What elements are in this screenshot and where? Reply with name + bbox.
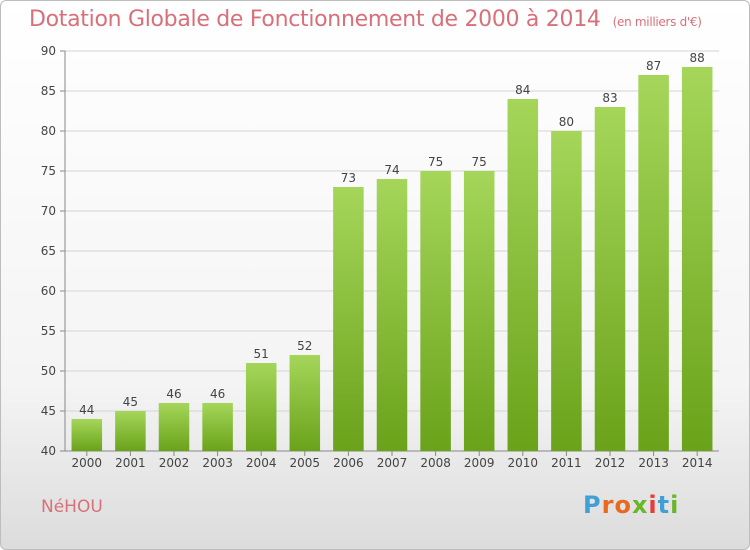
data-labels: 44 45 46 46 51 52 73 74 75 75 84 80 83 87 88: [79, 51, 705, 417]
y-tick-label: 70: [41, 204, 56, 218]
data-label: 84: [515, 83, 530, 97]
bar-2007: [376, 179, 408, 451]
logo-letter: t: [657, 491, 671, 519]
x-tick-label: 2009: [464, 456, 495, 470]
x-tick-label: 2003: [202, 456, 233, 470]
bar-2010: [507, 99, 539, 451]
bars: [71, 67, 713, 451]
logo-letter: o: [614, 491, 632, 519]
y-tick-label: 55: [41, 324, 56, 338]
data-label: 74: [384, 163, 399, 177]
data-label: 83: [602, 91, 617, 105]
bar-2002: [158, 403, 190, 451]
place-name: NéHOU: [41, 497, 103, 517]
data-label: 80: [559, 115, 574, 129]
data-label: 46: [210, 387, 225, 401]
y-tick-label: 85: [41, 84, 56, 98]
bar-2009: [463, 171, 495, 451]
y-tick-label: 40: [41, 444, 56, 458]
data-label: 45: [123, 395, 138, 409]
data-label: 44: [79, 403, 94, 417]
x-tick-label: 2006: [333, 456, 364, 470]
x-tick-labels: 2000 2001 2002 2003 2004 2005 2006 2007 2008 2009…: [72, 456, 713, 470]
bar-2014: [681, 67, 713, 451]
logo-letter: i: [648, 491, 658, 519]
data-label: 87: [646, 59, 661, 73]
y-tick-label: 45: [41, 404, 56, 418]
data-label: 75: [428, 155, 443, 169]
bar-2004: [245, 363, 277, 451]
x-tick-label: 2014: [682, 456, 713, 470]
bar-2006: [333, 187, 364, 451]
bar-2012: [594, 107, 626, 451]
bar-2008: [420, 171, 451, 451]
data-label: 51: [254, 347, 269, 361]
y-tick-label: 65: [41, 244, 56, 258]
bar-2003: [202, 403, 233, 451]
y-tick-labels: 40 45 50 55 60 65 70 75 80 85 90: [41, 44, 56, 458]
logo-letter: P: [583, 491, 602, 519]
x-tick-label: 2010: [508, 456, 539, 470]
bar-chart: 44 45 46 46 51 52 73 74 75 75 84 80 83 87 88 40 45 50 55 6…: [41, 44, 719, 470]
x-tick-label: 2012: [595, 456, 626, 470]
y-tick-label: 75: [41, 164, 56, 178]
bar-2001: [115, 411, 146, 451]
y-tick-label: 80: [41, 124, 56, 138]
x-tick-label: 2004: [246, 456, 277, 470]
x-tick-label: 2001: [115, 456, 146, 470]
x-tick-label: 2000: [72, 456, 103, 470]
data-label: 73: [341, 171, 356, 185]
bar-2005: [289, 355, 321, 451]
x-tick-label: 2007: [377, 456, 408, 470]
data-label: 52: [297, 339, 312, 353]
y-tick-label: 60: [41, 284, 56, 298]
logo-letter: x: [631, 491, 649, 519]
x-tick-label: 2013: [638, 456, 669, 470]
x-tick-label: 2005: [290, 456, 321, 470]
bar-2013: [638, 75, 669, 451]
y-tick-label: 50: [41, 364, 56, 378]
x-tick-label: 2008: [420, 456, 451, 470]
data-label: 88: [690, 51, 705, 65]
x-tick-label: 2011: [551, 456, 582, 470]
logo-letter: r: [601, 491, 615, 519]
chart-subtitle: (en milliers d'€): [612, 15, 702, 29]
proxiti-logo: Proxiti: [583, 491, 679, 519]
logo-letter: i: [670, 491, 680, 519]
bar-2011: [551, 131, 582, 451]
data-label: 46: [166, 387, 181, 401]
x-tick-label: 2002: [159, 456, 190, 470]
chart-title: Dotation Globale de Fonctionnement de 20…: [29, 7, 702, 32]
bar-2000: [71, 419, 103, 451]
data-label: 75: [472, 155, 487, 169]
chart-title-text: Dotation Globale de Fonctionnement de 20…: [29, 7, 601, 32]
y-tick-label: 90: [41, 44, 56, 58]
